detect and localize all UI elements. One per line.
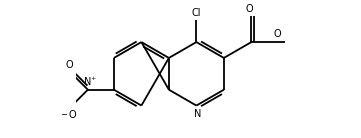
Text: N: N (194, 109, 201, 119)
Text: O: O (274, 29, 281, 39)
Text: −: − (60, 110, 67, 119)
Text: O: O (68, 110, 76, 120)
Text: +: + (90, 76, 95, 81)
Text: N: N (84, 76, 92, 87)
Text: O: O (246, 3, 253, 14)
Text: O: O (66, 60, 74, 70)
Text: Cl: Cl (192, 8, 201, 18)
